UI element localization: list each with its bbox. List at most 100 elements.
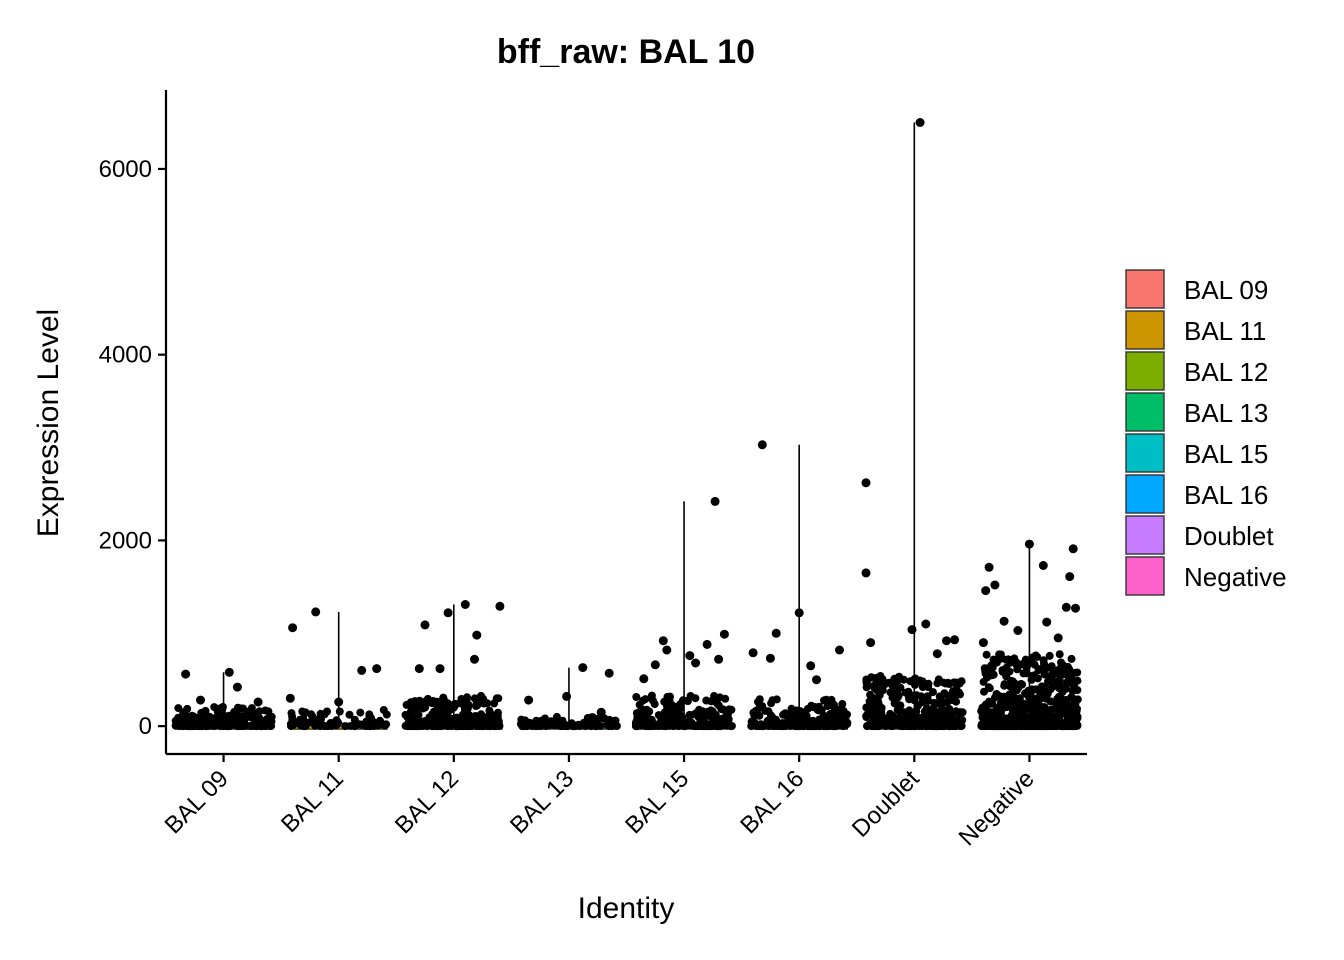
- point-bal-15: [727, 722, 735, 731]
- point-negative: [1040, 666, 1049, 674]
- outlier-point-doublet: [915, 118, 925, 127]
- point-bal-11: [288, 715, 297, 724]
- point-bal-13: [591, 721, 600, 730]
- point-negative: [1069, 719, 1078, 728]
- legend-item-bal-16: BAL 16: [1125, 474, 1268, 514]
- point-bal-09: [223, 722, 232, 731]
- point-bal-09: [218, 712, 226, 721]
- outlier-point-bal-11: [288, 623, 298, 633]
- y-tick-label: 4000: [99, 342, 152, 369]
- point-bal-13: [561, 722, 569, 731]
- point-negative: [1024, 686, 1033, 695]
- x-tick-label-doublet: Doublet: [847, 765, 925, 843]
- point-bal-15: [632, 693, 641, 701]
- point-bal-11: [345, 710, 354, 719]
- point-bal-09: [218, 704, 227, 713]
- legend-item-bal-09: BAL 09: [1125, 269, 1268, 309]
- point-negative: [1073, 695, 1082, 704]
- outlier-point-bal-16: [748, 648, 758, 658]
- point-negative: [1020, 722, 1029, 731]
- legend-swatch: [1125, 515, 1165, 555]
- outlier-point-bal-13: [562, 691, 572, 701]
- point-negative: [1039, 656, 1048, 665]
- point-bal-15: [708, 713, 717, 722]
- point-negative: [1045, 711, 1054, 720]
- point-bal-16: [799, 721, 807, 730]
- point-bal-11: [356, 708, 365, 717]
- legend-label: BAL 12: [1184, 357, 1268, 387]
- outlier-point-doublet: [907, 625, 917, 635]
- point-bal-16: [755, 704, 764, 712]
- point-negative: [1068, 687, 1077, 695]
- point-negative: [1019, 669, 1028, 678]
- point-bal-15: [701, 721, 710, 730]
- outlier-point-bal-16: [806, 661, 816, 671]
- outlier-point-bal-16: [771, 628, 781, 638]
- point-doublet: [905, 706, 914, 715]
- outlier-point-bal-12: [435, 664, 445, 674]
- x-tick-label-bal-12: BAL 12: [390, 765, 464, 839]
- point-negative: [979, 677, 988, 686]
- legend-swatch: [1125, 474, 1165, 514]
- point-doublet: [952, 678, 961, 687]
- point-bal-13: [569, 722, 578, 731]
- point-bal-09: [233, 703, 242, 712]
- point-bal-11: [379, 706, 388, 714]
- legend-label: BAL 16: [1184, 480, 1268, 510]
- point-bal-16: [747, 717, 756, 726]
- point-bal-15: [635, 720, 644, 729]
- point-doublet: [930, 710, 939, 719]
- point-doublet: [874, 707, 883, 716]
- point-doublet: [888, 693, 897, 702]
- outlier-point-doublet: [942, 636, 951, 646]
- point-negative: [1054, 666, 1063, 675]
- point-bal-12: [443, 700, 452, 709]
- point-bal-15: [676, 704, 685, 713]
- point-bal-16: [835, 705, 844, 714]
- axes: 0 2000 4000 6000 BAL 09 BAL 11 BAL 12 BAL 13 BAL…: [99, 90, 1087, 851]
- point-bal-12: [452, 700, 460, 708]
- point-bal-15: [665, 721, 674, 730]
- point-bal-12: [494, 721, 503, 730]
- x-tick-label-bal-13: BAL 13: [505, 765, 579, 839]
- outlier-point-bal-12: [443, 608, 453, 618]
- violin-group-bal-15: [631, 496, 736, 731]
- point-bal-11: [326, 720, 335, 729]
- point-bal-15: [717, 719, 726, 727]
- violin-group-bal-11: [285, 607, 391, 731]
- point-bal-11: [362, 717, 371, 726]
- point-doublet: [945, 705, 954, 713]
- violin-group-doublet: [861, 118, 967, 731]
- point-bal-11: [314, 715, 323, 724]
- point-bal-09: [240, 718, 249, 727]
- point-bal-09: [264, 721, 273, 730]
- outlier-point-doublet: [950, 635, 960, 645]
- plot-area: [171, 118, 1082, 731]
- point-doublet: [945, 717, 954, 726]
- outlier-point-bal-12: [420, 620, 430, 630]
- point-negative: [1031, 700, 1040, 709]
- outlier-point-bal-15: [691, 658, 701, 668]
- point-negative: [1007, 720, 1015, 729]
- point-negative: [1007, 680, 1016, 689]
- point-doublet: [940, 710, 949, 719]
- point-bal-16: [770, 721, 778, 730]
- point-bal-16: [830, 722, 839, 731]
- point-bal-16: [791, 722, 800, 731]
- point-bal-16: [757, 721, 766, 730]
- point-bal-11: [298, 707, 307, 716]
- point-doublet: [952, 707, 960, 716]
- point-bal-15: [634, 710, 643, 719]
- point-bal-13: [552, 712, 561, 721]
- point-bal-15: [714, 701, 723, 710]
- point-negative: [1012, 658, 1021, 667]
- outlier-point-negative: [1053, 633, 1063, 643]
- point-bal-12: [473, 696, 482, 705]
- violin-group-negative: [977, 539, 1082, 731]
- point-doublet: [910, 696, 919, 705]
- x-tick-label-bal-16: BAL 16: [735, 765, 809, 839]
- outlier-point-bal-15: [719, 629, 729, 639]
- outlier-point-negative: [1068, 544, 1078, 554]
- outlier-point-bal-15: [714, 654, 724, 664]
- point-bal-12: [421, 703, 430, 712]
